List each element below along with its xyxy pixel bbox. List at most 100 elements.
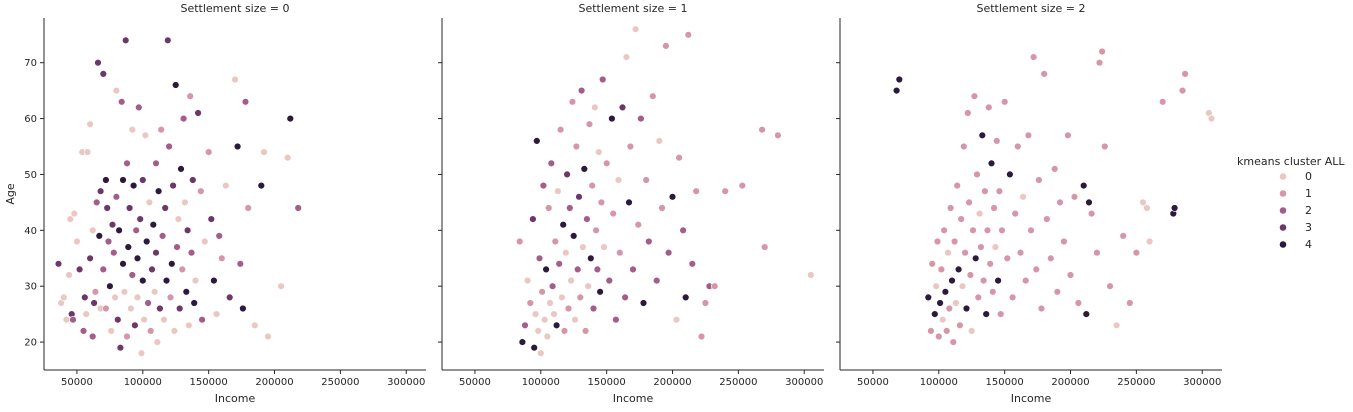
data-point [938,316,947,324]
data-point [533,137,541,145]
data-point [977,243,985,251]
data-point [1098,47,1106,56]
data-point [924,293,932,302]
data-point [182,288,191,296]
data-point [92,198,101,207]
data-point [895,75,903,84]
data-point [135,103,143,112]
data-point [1093,249,1101,257]
data-point [944,249,952,257]
data-point [174,215,183,223]
data-point [162,276,171,285]
data-point [600,243,608,251]
data-point [194,109,202,117]
data-point [1170,204,1179,212]
legend-label: 0 [1305,170,1312,183]
data-point [116,344,125,352]
data-point [144,299,152,307]
data-point [941,288,950,296]
data-point [928,260,936,268]
data-point [1053,288,1062,296]
data-point [170,327,179,335]
data-point [658,204,666,212]
data-point [529,215,537,223]
data-point [958,282,967,290]
data-point [551,237,559,246]
data-point [597,198,606,207]
data-point [177,165,185,173]
data-point [642,176,650,184]
data-point [721,187,729,195]
data-point [60,293,68,302]
data-point [609,209,617,218]
legend-marker [1279,189,1287,198]
data-point [523,276,532,285]
data-point [535,254,544,262]
data-point [150,288,159,296]
data-point [573,265,582,274]
data-point [110,249,118,257]
data-point [260,148,268,156]
data-point [160,316,168,324]
data-point [531,310,540,318]
data-point [112,193,121,201]
data-point [251,321,259,329]
data-point [986,260,994,268]
data-point [1035,176,1043,184]
legend-marker [1279,172,1287,181]
data-point [935,332,943,341]
data-point [936,299,944,307]
data-point [556,125,565,134]
data-point [981,187,989,195]
x-tick-label: 150000 [190,377,228,388]
data-point [1112,321,1121,329]
data-point [961,249,969,257]
data-point [1181,70,1189,78]
data-point [975,209,984,218]
data-point [129,181,138,190]
x-tick-label: 50000 [61,377,93,388]
data-point [131,321,139,329]
data-point [1085,198,1093,207]
legend-marker [1279,240,1287,249]
data-point [572,142,581,151]
x-tick-label: 300000 [387,377,425,388]
data-point [954,265,963,274]
data-point [948,276,956,285]
data-point [226,293,234,302]
data-point [215,232,223,240]
data-point [115,226,123,235]
data-point [581,327,590,335]
data-point [605,276,613,285]
data-point [645,237,653,246]
data-point [147,327,155,335]
data-point [1101,142,1109,151]
data-point [91,288,100,296]
data-point [579,243,587,251]
data-point [286,114,294,123]
data-point [1132,249,1141,257]
data-point [1006,170,1014,179]
panel-title: Settlement size = 2 [976,2,1085,15]
data-point [576,293,584,302]
data-point [625,198,633,207]
data-point [81,293,89,302]
data-point [66,215,75,223]
scatter-points [892,47,1216,346]
data-point [172,81,180,89]
legend-marker [1279,223,1287,232]
data-point [185,321,193,329]
data-point [970,92,979,100]
data-point [568,98,577,106]
data-point [629,265,637,274]
data-point [165,142,173,151]
data-point [169,181,177,190]
data-point [198,316,206,324]
data-point [1056,198,1064,207]
data-point [618,103,627,112]
data-point [154,187,163,195]
data-point [559,221,567,229]
data-point [106,282,114,290]
data-point [166,293,175,302]
x-tick-label: 150000 [588,377,626,388]
